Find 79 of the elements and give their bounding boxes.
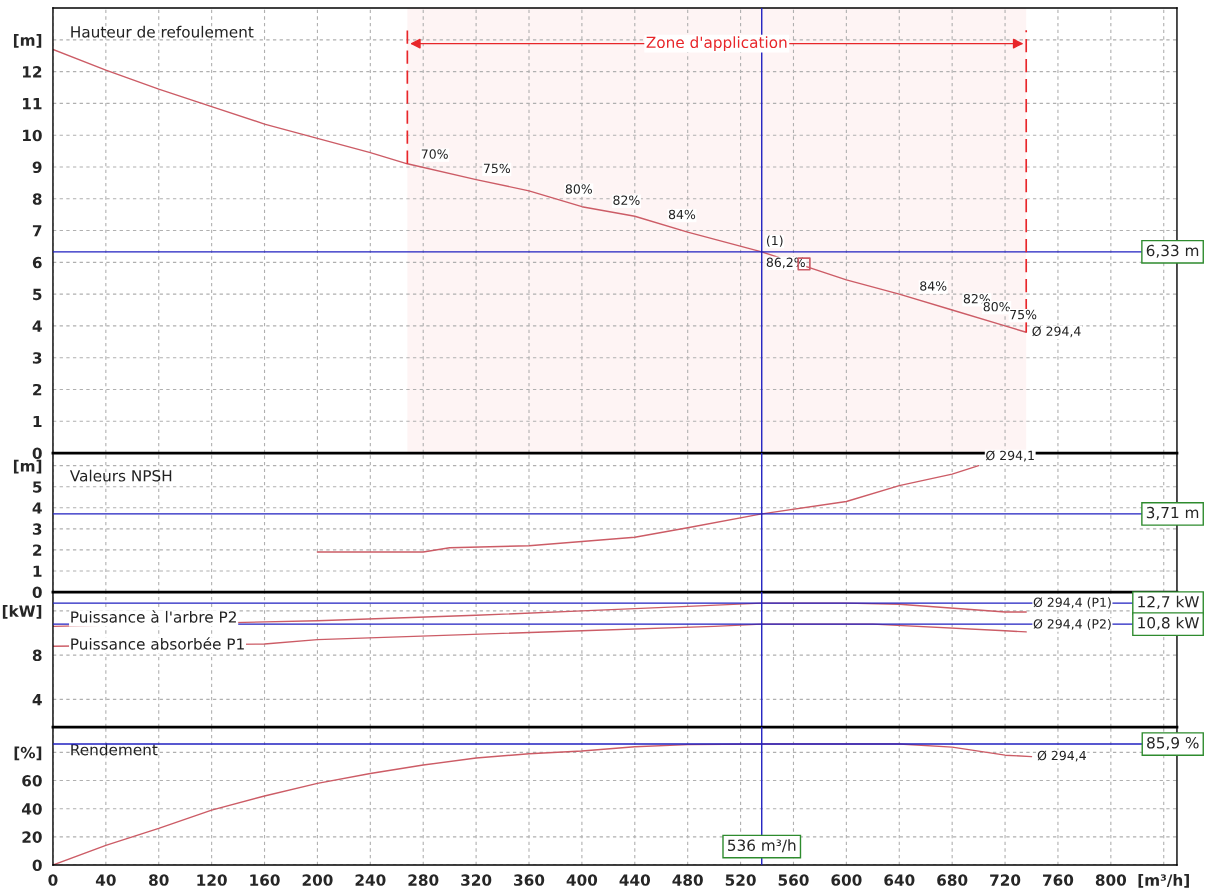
x-tick-label: 400: [566, 874, 598, 886]
annotation: Puissance absorbée P1: [71, 637, 244, 650]
x-tick-label: 360: [514, 874, 545, 886]
y-tick-label: 0: [32, 859, 42, 872]
ref-line-label: 12,7 kW: [1138, 595, 1199, 610]
annotation: 70%: [421, 149, 448, 159]
y-tick-label: 40: [21, 803, 42, 815]
annotation: Ø 294,4 (P2): [1033, 618, 1111, 631]
ref-line-label: 6,33 m: [1146, 244, 1199, 258]
y-tick-label: 3: [32, 352, 42, 364]
annotation: Ø 294,4 (P1): [1033, 597, 1111, 609]
x-tick-label: 0: [48, 874, 58, 886]
y-tick-label: 9: [32, 161, 42, 173]
y-tick-label: [m]: [13, 459, 42, 474]
x-tick-label: 440: [619, 874, 651, 886]
band-label: Zone d'application: [646, 36, 787, 52]
x-tick-label: 560: [778, 874, 809, 886]
y-tick-label: 10: [23, 129, 42, 142]
y-tick-label: 0: [32, 586, 42, 599]
x-tick-label: 40: [95, 874, 116, 886]
x-tick-label: 760: [1043, 874, 1074, 886]
ref-line-label: 85,9 %: [1147, 736, 1199, 751]
text: Hauteur de refoulement: [71, 25, 254, 38]
y-tick-label: 20: [22, 831, 42, 843]
text: Rendement: [71, 743, 158, 756]
y-tick-label: 7: [32, 225, 42, 237]
y-tick-label: 3: [32, 523, 42, 535]
x-tick-label: [m³/h]: [1138, 874, 1189, 888]
y-tick-label: 4: [32, 320, 42, 332]
x-tick-label: 160: [250, 874, 280, 886]
annotation: 75%: [483, 163, 511, 174]
y-tick-label: 11: [23, 98, 42, 110]
x-tick-label: 520: [725, 874, 756, 886]
y-tick-label: 8: [32, 193, 42, 205]
y-tick-label: 4: [32, 694, 42, 706]
ref-line-label: 3,71 m: [1146, 506, 1199, 520]
x-tick-label: 320: [461, 874, 492, 886]
y-tick-label: 60: [22, 775, 42, 787]
y-tick-label: 8: [32, 649, 42, 662]
y-tick-label: 6: [32, 256, 42, 269]
y-tick-label: 1: [33, 565, 42, 577]
x-tick-label: 600: [831, 874, 862, 886]
annotation: Puissance à l'arbre P2: [71, 610, 236, 623]
x-tick-label: 280: [408, 874, 439, 886]
y-tick-label: 5: [33, 481, 42, 493]
y-tick-label: 5: [33, 288, 42, 301]
x-tick-label: 80: [149, 874, 169, 886]
annotation: Ø 294,4: [1032, 326, 1081, 338]
y-tick-label: 12: [23, 66, 42, 78]
x-tick-label: 640: [884, 874, 915, 886]
y-tick-label: 1: [33, 415, 42, 428]
annotation: 82%: [963, 293, 991, 304]
ref-line-label: 10,8 kW: [1138, 616, 1199, 631]
annotation: 75%: [1010, 309, 1037, 320]
annotation: Ø 294,1: [986, 450, 1034, 462]
x-tick-label: 720: [990, 874, 1021, 886]
x-tick-label: 680: [937, 874, 968, 886]
x-tick-label: 800: [1095, 874, 1127, 886]
x-tick-label: 240: [355, 874, 386, 886]
text: Valeurs NPSH: [69, 469, 172, 482]
line-series: [316, 464, 980, 553]
annotation: 84%: [668, 209, 696, 220]
y-tick-label: 4: [32, 502, 42, 514]
x-tick-label: 120: [197, 874, 227, 886]
annotation: 82%: [613, 195, 640, 205]
y-tick-label: [%]: [14, 746, 42, 761]
x-tick-label: 480: [672, 874, 703, 886]
annotation: Ø 294,4: [1037, 750, 1086, 762]
annotation: 84%: [920, 281, 947, 291]
y-tick-label: [m]: [13, 34, 42, 48]
annotation: 80%: [565, 184, 592, 194]
ref-line-label: 536 m³/h: [727, 839, 796, 853]
annotation: (1): [766, 235, 783, 247]
y-tick-label: 0: [32, 447, 42, 460]
y-tick-label: 2: [33, 383, 42, 396]
y-tick-label: 2: [33, 544, 42, 556]
x-tick-label: 200: [302, 874, 333, 886]
annotation: 80%: [983, 301, 1010, 312]
y-tick-label: [kW]: [2, 605, 42, 619]
